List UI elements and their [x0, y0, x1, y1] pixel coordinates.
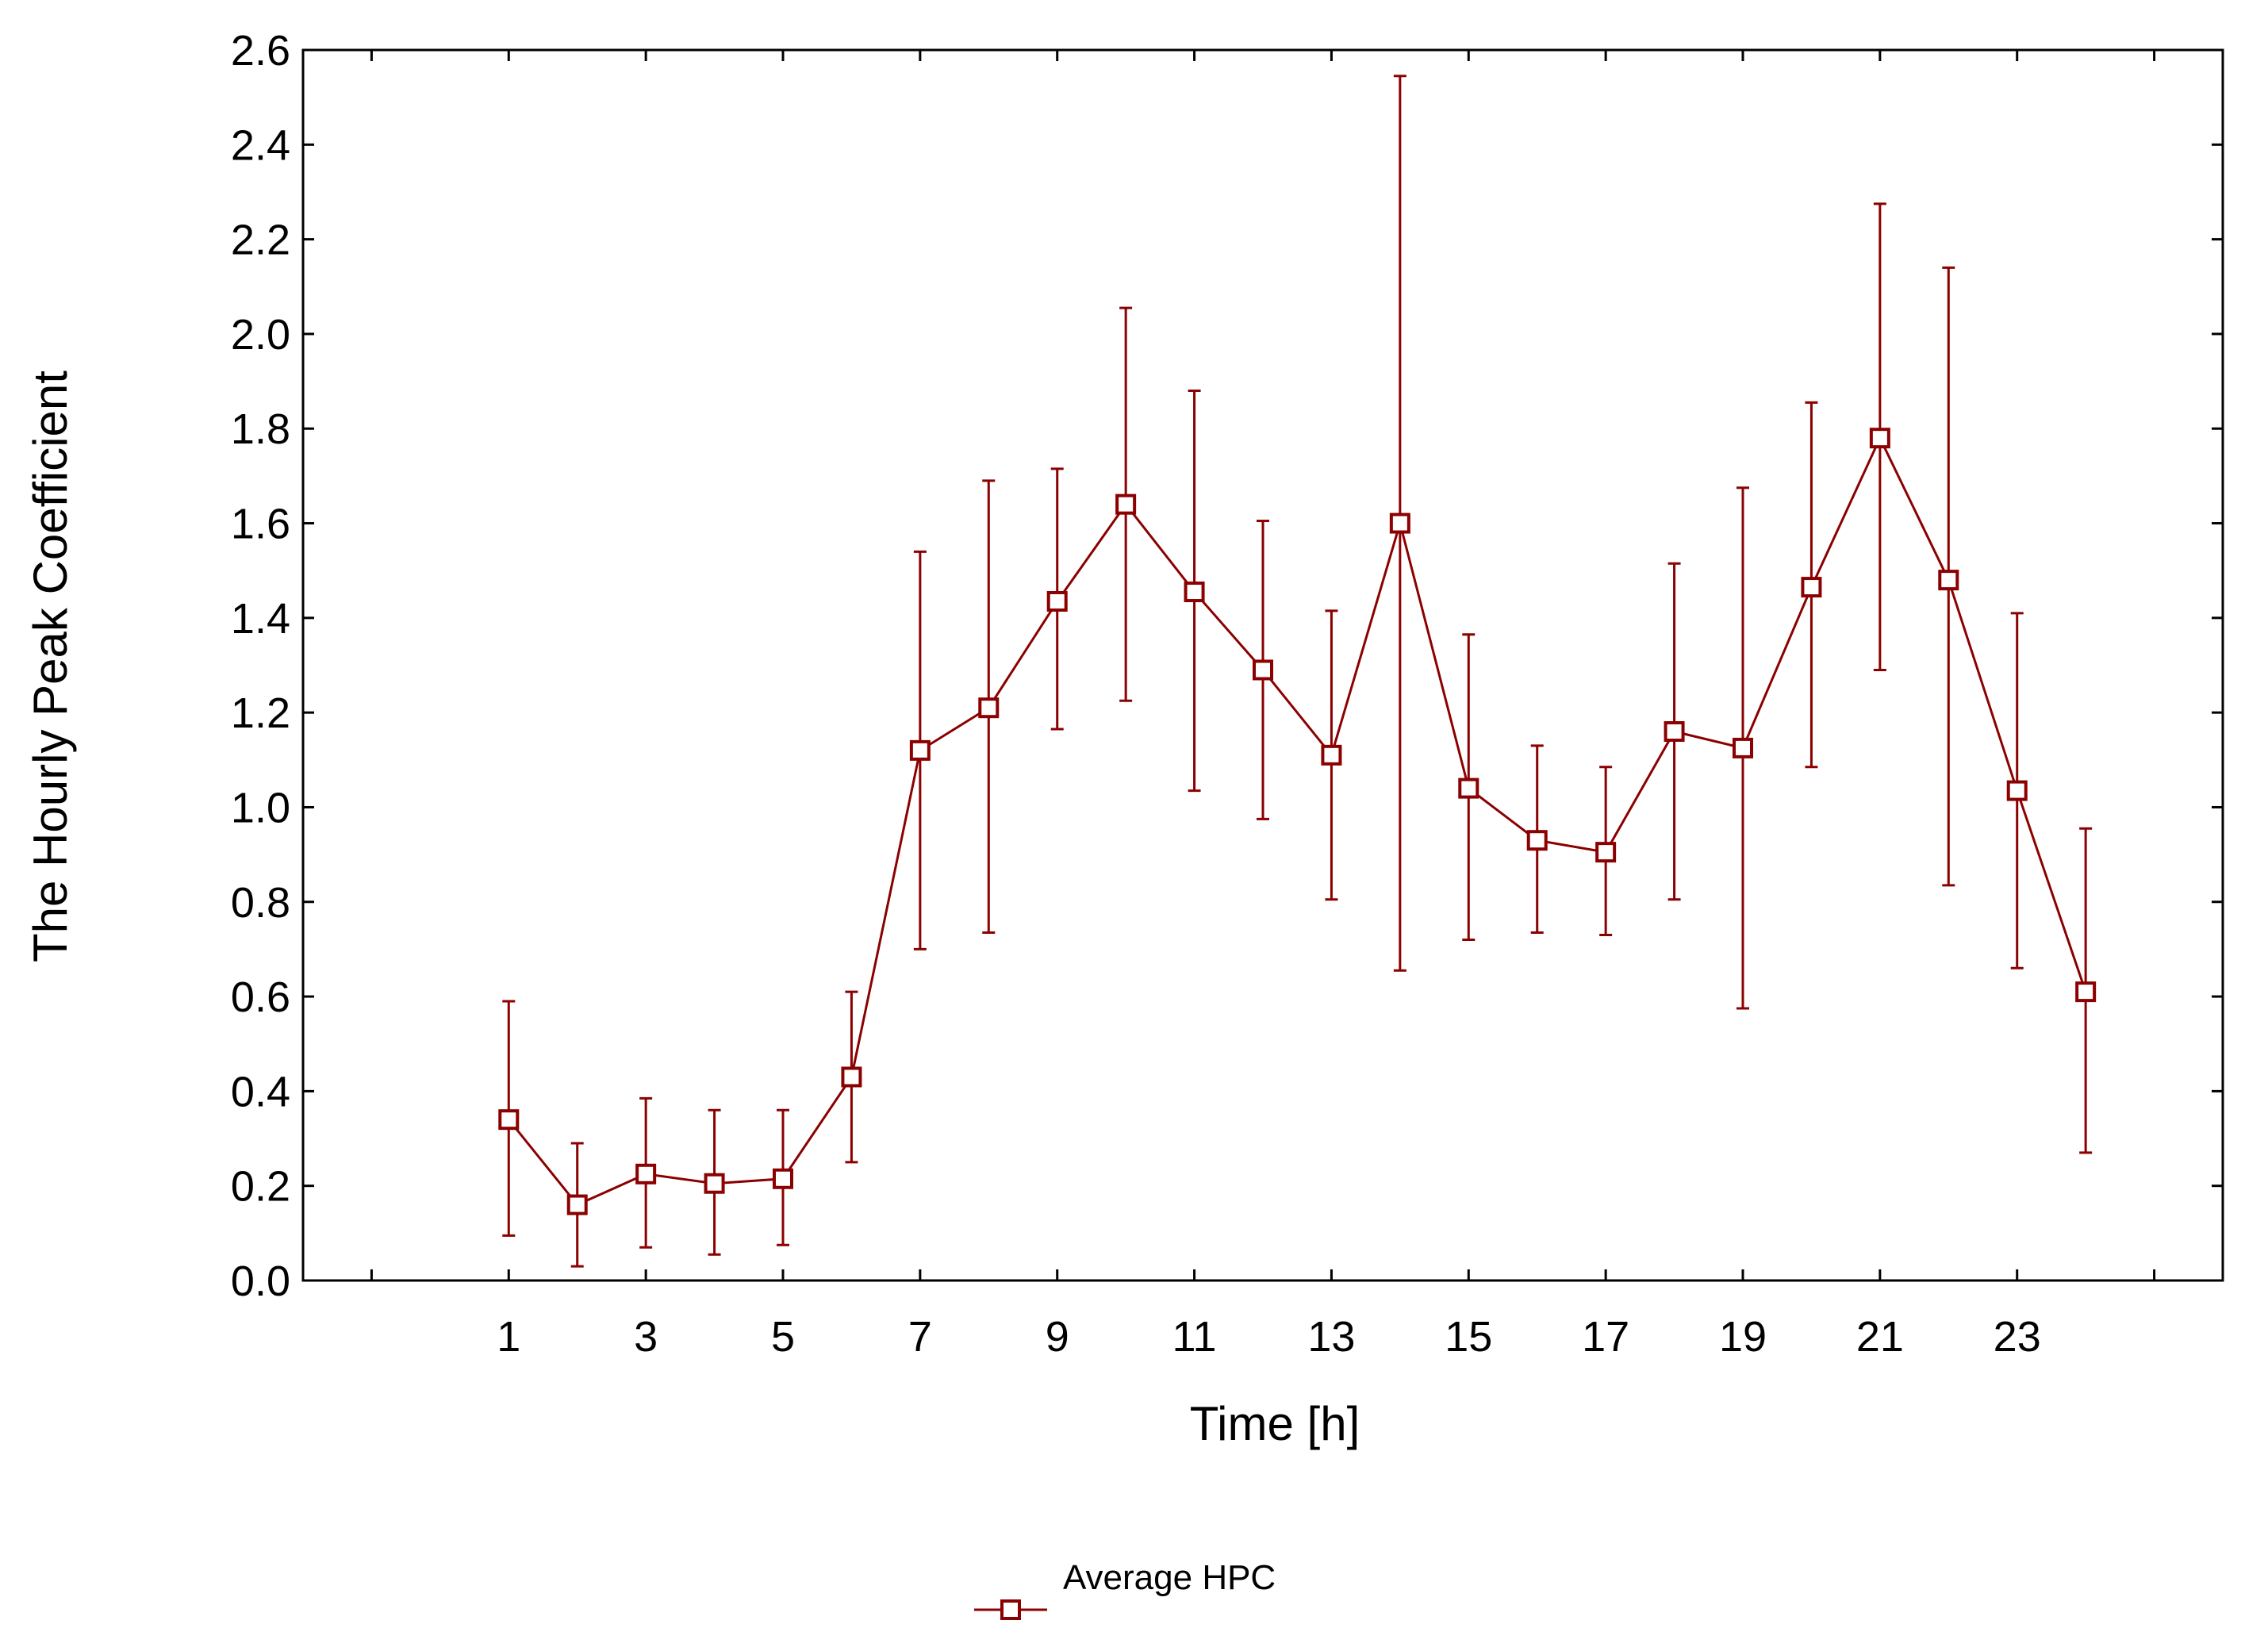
x-tick-label: 3 [634, 1313, 658, 1361]
x-tick-label: 1 [497, 1313, 520, 1361]
y-tick-label: 0.6 [231, 973, 290, 1021]
x-tick-label: 21 [1856, 1313, 1904, 1361]
y-axis-ticks: 0.0 0.2 0.4 0.6 0.8 1.0 1.2 1.4 1.6 1.8 2.0 2.2 2.4 2… [231, 27, 2223, 1305]
data-point [704, 1173, 725, 1194]
y-axis-title: The Hourly Peak Coefficient [24, 371, 77, 962]
data-point [1733, 737, 1753, 758]
y-tick-label: 0.0 [231, 1257, 290, 1305]
data-point [773, 1168, 793, 1189]
y-tick-label: 2.6 [231, 27, 290, 75]
y-tick-label: 2.2 [231, 217, 290, 264]
data-point [978, 697, 1000, 719]
x-tick-label: 15 [1445, 1313, 1492, 1361]
x-tick-label: 11 [1172, 1313, 1217, 1361]
x-tick-label: 5 [771, 1313, 795, 1361]
data-point [1184, 582, 1205, 603]
legend: Average HPC [974, 1558, 1276, 1620]
data-point [1526, 830, 1548, 851]
data-point [1253, 659, 1273, 681]
data-point [1389, 513, 1410, 534]
x-tick-label: 13 [1307, 1313, 1355, 1361]
data-point [566, 1194, 588, 1215]
x-tick-label: 17 [1582, 1313, 1629, 1361]
x-tick-label: 7 [908, 1313, 932, 1361]
data-point [1458, 778, 1479, 799]
data-point [909, 739, 931, 761]
data-point [1321, 744, 1342, 766]
x-tick-label: 23 [1994, 1313, 2041, 1361]
y-tick-label: 1.4 [231, 595, 290, 643]
data-point [1595, 842, 1617, 863]
data-point [1664, 721, 1685, 743]
y-tick-label: 2.4 [231, 121, 290, 169]
plot-frame [301, 48, 2224, 1282]
x-axis-title: Time [h] [1190, 1397, 1360, 1450]
data-point [635, 1163, 657, 1184]
y-tick-label: 2.0 [231, 311, 290, 359]
data-point [498, 1109, 520, 1131]
y-tick-label: 1.8 [231, 405, 290, 453]
series-average-hpc [498, 75, 2097, 1268]
data-point [1801, 577, 1822, 598]
x-tick-label: 19 [1719, 1313, 1767, 1361]
data-point [841, 1066, 862, 1088]
x-tick-label: 9 [1046, 1313, 1069, 1361]
series-line [508, 435, 2087, 1207]
y-tick-label: 0.4 [231, 1068, 290, 1115]
data-point [2075, 981, 2097, 1003]
x-axis-ticks: 1 3 5 7 9 11 13 15 17 19 21 23 [370, 50, 2156, 1361]
data-point [1115, 493, 1137, 515]
y-tick-label: 1.0 [231, 784, 290, 831]
y-tick-label: 0.8 [231, 879, 290, 927]
data-point [1869, 428, 1890, 449]
legend-label: Average HPC [1063, 1558, 1276, 1597]
data-point [1046, 590, 1068, 612]
y-tick-label: 1.6 [231, 501, 290, 548]
y-tick-label: 1.2 [231, 689, 290, 737]
data-point [1938, 570, 1959, 591]
y-tick-label: 0.2 [231, 1163, 290, 1211]
data-point [2006, 780, 2028, 801]
legend-marker [1000, 1599, 1021, 1620]
